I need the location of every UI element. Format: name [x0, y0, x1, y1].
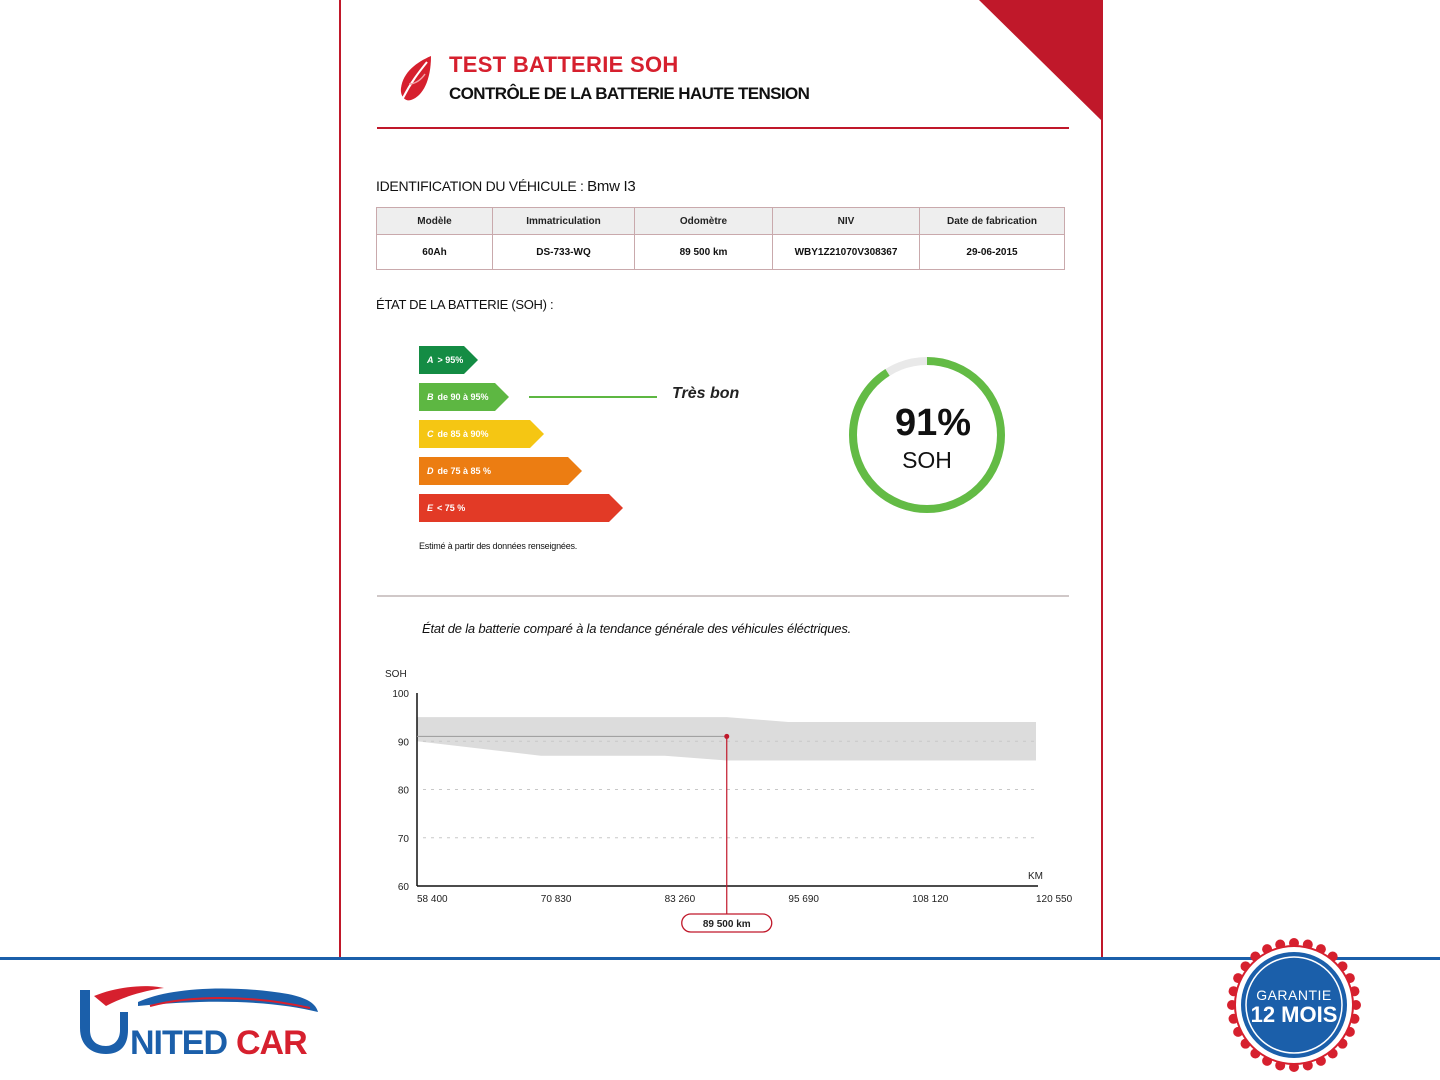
grade-letter: C: [427, 429, 434, 439]
table-row: 60Ah DS-733-WQ 89 500 km WBY1Z21070V3083…: [376, 234, 1065, 270]
y-tick-label: 80: [398, 786, 410, 797]
cell-vin: WBY1Z21070V308367: [772, 234, 920, 270]
cell-manufacture-date: 29-06-2015: [919, 234, 1065, 270]
battery-report-document: TEST BATTERIE SOH CONTRÔLE DE LA BATTERI…: [339, 0, 1103, 958]
grade-range: de 90 à 95%: [437, 392, 489, 402]
comparison-title: État de la batterie comparé à la tendanc…: [422, 621, 852, 636]
table-header-odometer: Odomètre: [634, 207, 773, 235]
svg-text:NITED: NITED: [130, 1024, 227, 1060]
soh-value: 91%: [894, 402, 972, 444]
y-tick-label: 70: [398, 834, 410, 845]
cell-model: 60Ah: [376, 234, 493, 270]
vehicle-table: Modèle Immatriculation Odomètre NIV Date…: [376, 207, 1065, 270]
x-tick-label: 83 260: [665, 894, 696, 905]
soh-data-point: [724, 733, 730, 739]
grade-letter: A: [427, 355, 434, 365]
vehicle-identification: IDENTIFICATION DU VÉHICULE : Bmw I3: [376, 178, 636, 195]
table-header-vin: NIV: [772, 207, 920, 235]
leaf-logo-icon: [400, 56, 431, 101]
vehicle-name: Bmw I3: [587, 178, 636, 195]
cell-registration: DS-733-WQ: [492, 234, 635, 270]
table-header-manufacture-date: Date de fabrication: [919, 207, 1065, 235]
report-subtitle: CONTRÔLE DE LA BATTERIE HAUTE TENSION: [449, 84, 810, 103]
km-marker-label: 89 500 km: [703, 919, 751, 930]
warranty-badge-icon: [1227, 938, 1361, 1072]
y-axis-label: SOH: [385, 669, 407, 680]
y-tick-label: 90: [398, 737, 410, 748]
y-tick-label: 60: [398, 882, 410, 893]
unitedcar-logo: NITED CAR: [80, 986, 318, 1060]
table-header-model: Modèle: [376, 207, 493, 235]
soh-trend-chart: 60 70 80 90 100 SOH KM 58 400 70 830 83 260 95 690…: [385, 669, 1073, 933]
gauge-progress-arc: [849, 357, 1005, 513]
grade-a-arrow: A > 95%: [419, 346, 478, 374]
cell-odometer: 89 500 km: [634, 234, 773, 270]
grade-e-arrow: E < 75 %: [419, 494, 623, 522]
badge-bottom-text: 12 MOIS: [1250, 1002, 1338, 1027]
corner-decoration: [979, 0, 1101, 122]
grade-range: < 75 %: [437, 503, 466, 513]
badge-top-text: GARANTIE: [1256, 987, 1332, 1003]
y-tick-label: 100: [392, 689, 409, 700]
grade-letter: E: [427, 503, 434, 513]
grade-letter: D: [427, 466, 434, 476]
estimate-note: Estimé à partir des données renseignées.: [419, 541, 578, 551]
x-tick-label: 108 120: [912, 894, 949, 905]
grade-range: de 75 à 85 %: [437, 466, 492, 476]
soh-gauge: [849, 357, 1005, 513]
grade-range: > 95%: [437, 355, 464, 365]
svg-text:CAR: CAR: [236, 1024, 307, 1060]
grade-pointer-line: [529, 396, 657, 398]
table-header-registration: Immatriculation: [492, 207, 635, 235]
x-axis-label: KM: [1028, 871, 1043, 882]
soh-label: SOH: [902, 447, 952, 473]
header-divider: [377, 127, 1069, 129]
grade-range: de 85 à 90%: [437, 429, 489, 439]
battery-state-title: ÉTAT DE LA BATTERIE (SOH) :: [376, 297, 554, 312]
km-marker-pill: [681, 913, 773, 933]
section-divider: [377, 595, 1069, 597]
x-tick-label: 58 400: [417, 894, 448, 905]
footer-band: [0, 957, 1440, 960]
rating-label: Très bon: [672, 385, 740, 402]
identification-label: IDENTIFICATION DU VÉHICULE :: [376, 178, 588, 194]
x-tick-label: 120 550: [1036, 894, 1073, 905]
grade-letter: B: [427, 392, 434, 402]
report-title: TEST BATTERIE SOH: [449, 52, 679, 77]
x-tick-label: 70 830: [541, 894, 572, 905]
x-tick-label: 95 690: [788, 894, 819, 905]
